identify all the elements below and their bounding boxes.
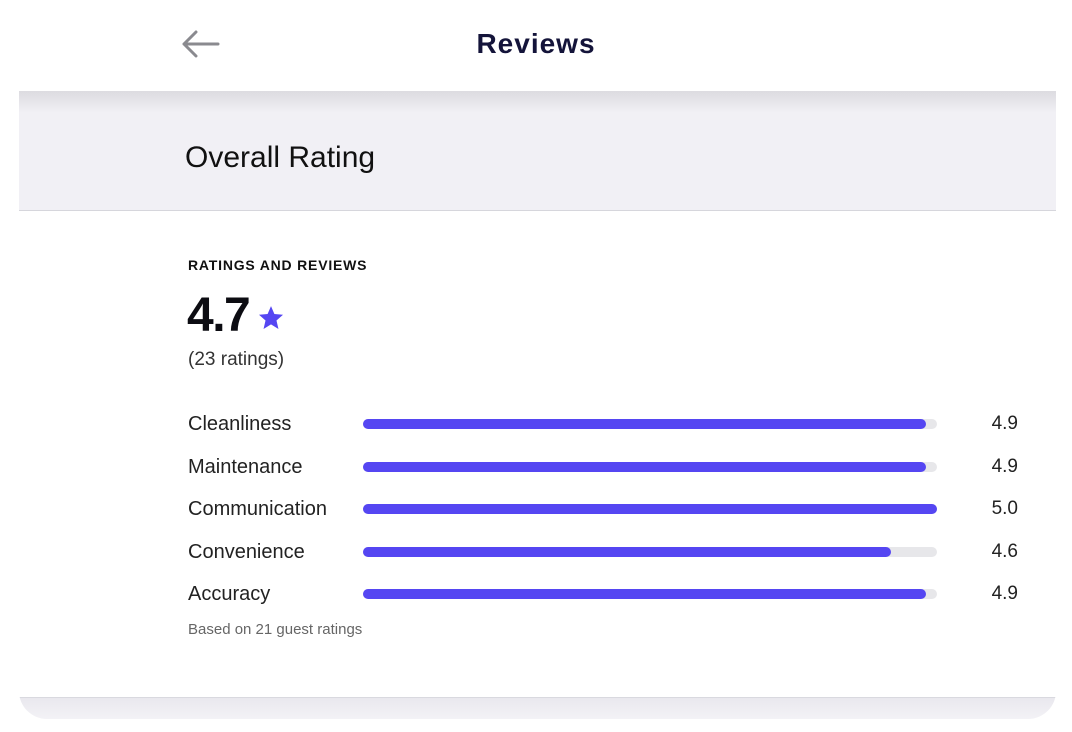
rating-row-cleanliness: Cleanliness 4.9 [188, 410, 1018, 453]
rating-bar-fill [363, 546, 892, 557]
category-label: Communication [188, 498, 327, 520]
ratings-footnote: Based on 21 guest ratings [188, 621, 363, 638]
score-row: 4.7 [187, 288, 285, 343]
rating-bar-track [363, 504, 937, 514]
arrow-left-icon [182, 30, 220, 58]
app-header: Reviews [0, 0, 1072, 92]
rating-bar-fill [363, 504, 937, 514]
rating-bar-track [363, 589, 937, 599]
rating-bar-fill [363, 589, 926, 599]
page-title: Reviews [476, 28, 596, 59]
section-title: Overall Rating [185, 141, 376, 174]
rating-row-maintenance: Maintenance 4.9 [188, 453, 1018, 496]
category-label: Convenience [188, 540, 305, 563]
rating-bar-fill [363, 461, 926, 472]
category-value: 4.9 [991, 455, 1018, 477]
rating-row-convenience: Convenience 4.6 [188, 538, 1018, 581]
overall-score: 4.7 [187, 289, 251, 342]
category-label: Cleanliness [188, 413, 292, 435]
category-value: 4.9 [991, 583, 1018, 604]
category-value: 4.9 [991, 413, 1018, 434]
category-value: 5.0 [991, 498, 1018, 519]
rating-row-accuracy: Accuracy 4.9 [188, 580, 1018, 623]
category-label: Accuracy [188, 583, 271, 605]
category-label: Maintenance [188, 455, 303, 478]
ratings-count: (23 ratings) [188, 349, 285, 370]
ratings-eyebrow: RATINGS AND REVIEWS [188, 257, 368, 273]
rating-row-communication: Communication 5.0 [188, 495, 1018, 538]
rating-bar-track [363, 461, 937, 472]
overall-rating-card: Overall Rating RATINGS AND REVIEWS 4.7 (… [19, 91, 1056, 719]
category-value: 4.6 [991, 540, 1018, 562]
rating-bar-track [363, 419, 937, 429]
rating-bar-track [363, 546, 937, 557]
section-divider [19, 697, 1056, 719]
category-ratings: Cleanliness 4.9 Maintenance 4.9 Communic… [188, 410, 1018, 623]
rating-bar-fill [363, 419, 926, 429]
star-icon [259, 305, 284, 329]
back-button[interactable] [176, 24, 224, 64]
section-header: Overall Rating [19, 91, 1056, 211]
